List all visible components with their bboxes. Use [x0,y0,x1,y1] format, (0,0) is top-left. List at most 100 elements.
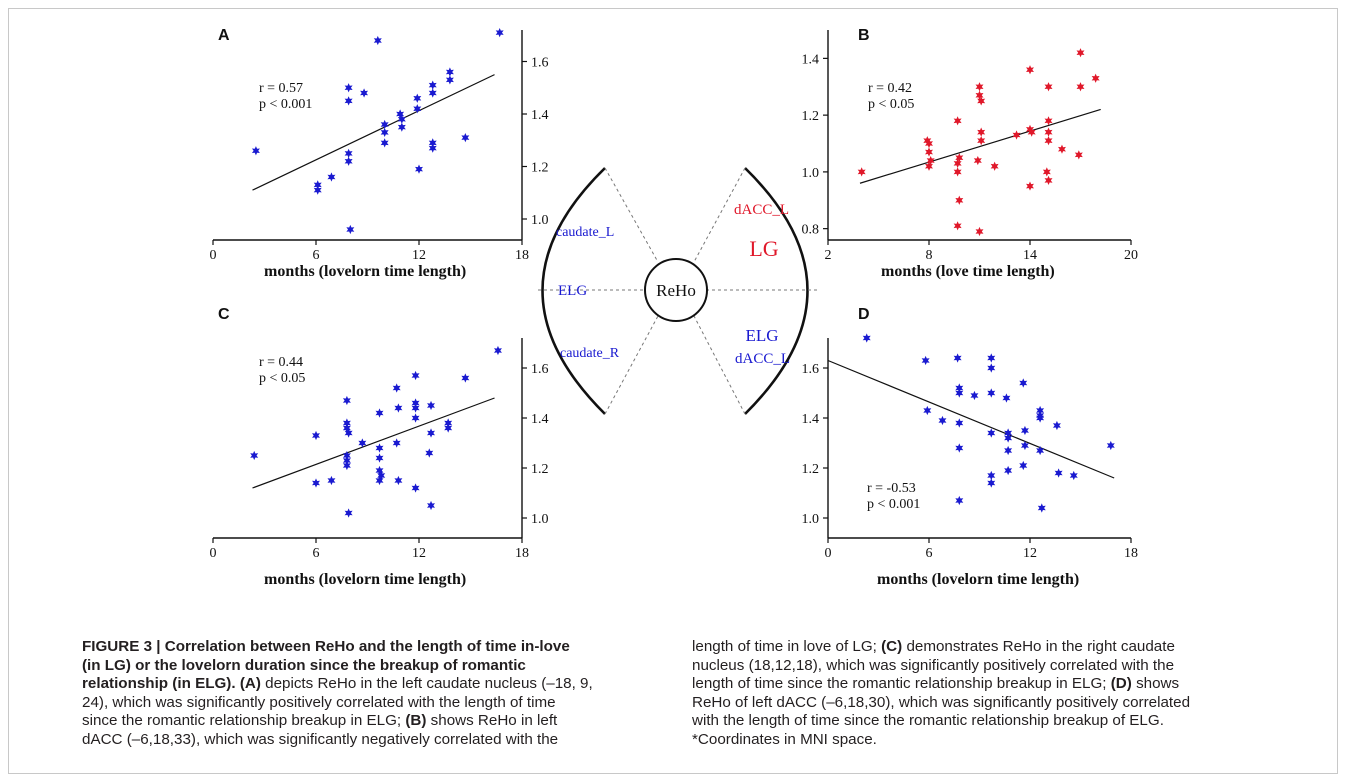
data-point-star [394,475,403,486]
data-point-star [1012,130,1021,140]
data-point-star [925,138,933,149]
data-point-star [1037,503,1046,513]
data-point-star [977,96,986,106]
x-tick-label: 0 [210,248,217,263]
data-point-star [427,500,435,511]
data-point-star [394,403,403,413]
data-point-star [923,136,932,146]
caption-right-line-3-text: shows [1131,675,1180,693]
data-point-star [1042,167,1051,177]
data-point-star [375,465,384,476]
data-point-star [380,138,389,148]
data-point-star [1004,465,1013,476]
data-point-star [1004,433,1013,443]
data-point-star [955,443,964,453]
data-point-star [990,161,999,171]
caption-line-5: since the romantic relationship breakup … [82,712,402,730]
data-point-star [955,418,964,428]
data-point-star [921,355,930,366]
caption-right-column: length of time in love of LG; (C) demons… [692,638,1262,750]
data-point-star [444,423,453,433]
data-point-star [413,104,422,114]
data-point-star [444,418,453,428]
data-point-star [955,383,964,393]
figure-caption: FIGURE 3 | Correlation between ReHo and … [82,638,1292,768]
data-point-star [955,195,964,205]
data-point-star [1106,440,1115,451]
data-point-star [953,158,962,168]
panel-d-r-value: r = -0.53 [867,481,916,496]
data-point-star [1020,440,1029,451]
caption-line-5-text: shows ReHo in left [426,712,558,730]
central-reho-diagram: ReHo caudate_L ELG caudate_R dACC_L LG E… [538,167,820,415]
data-point-star [327,475,336,486]
data-point-star [342,418,351,428]
panel-c-y-ticks: 1.0 1.2 1.4 1.6 [522,362,549,527]
data-point-star [445,67,454,77]
caption-left-column: FIGURE 3 | Correlation between ReHo and … [82,638,652,750]
data-point-star [925,147,933,157]
data-point-star [955,388,964,398]
y-tick-label: 1.2 [802,109,820,124]
data-point-star [425,448,434,458]
left-label-elg: ELG [558,283,587,299]
caption-right-line-1: length of time in love of LG; [692,638,877,655]
y-tick-label: 0.8 [802,223,820,238]
caption-title-line-2: (in LG) or the lovelorn duration since t… [82,656,526,674]
data-point-star [360,88,369,98]
data-point-star [411,483,420,493]
data-point-star [987,388,996,398]
caption-right-line-1-text: demonstrates ReHo in the right caudate [902,638,1175,655]
data-point-star [955,495,964,506]
panel-d-points [862,333,1115,513]
data-point-star [377,470,386,481]
data-point-star [1076,82,1085,92]
caption-label-a: (A) [239,675,261,693]
left-label-caudate-r: caudate_R [560,346,620,361]
panel-a-x-label: months (lovelorn time length) [264,263,466,280]
data-point-star [1076,48,1085,58]
data-point-star [344,148,353,158]
y-tick-label: 1.4 [531,108,549,123]
data-point-star [358,438,367,448]
data-point-star [857,167,866,177]
data-point-star [375,453,384,463]
caption-right-line-5: with the length of time since the romant… [692,712,1164,730]
right-label-elg: ELG [745,326,778,345]
panel-d-fit-line [827,359,1115,479]
data-point-star [427,400,435,411]
data-point-star [397,122,406,132]
data-point-star [342,460,351,471]
data-point-star [938,415,947,426]
data-point-star [411,403,420,413]
panel-a-p-value: p < 0.001 [259,97,312,112]
data-point-star [413,93,422,103]
x-tick-label: 14 [1023,248,1037,263]
data-point-star [392,383,401,393]
right-label-dacc-l-blue: dACC_L [735,351,790,367]
data-point-star [495,28,504,38]
data-point-star [1027,127,1036,137]
y-tick-label: 1.2 [531,462,549,477]
data-point-star [380,127,389,137]
data-point-star [987,363,996,373]
y-tick-label: 1.6 [531,362,549,377]
data-point-star [953,353,962,363]
y-tick-label: 1.0 [531,512,549,527]
panel-d-x-ticks: 0 6 12 18 [825,538,1138,561]
data-point-star [375,475,384,486]
panel-b-r-value: r = 0.42 [868,81,912,96]
data-point-star [1019,460,1028,471]
data-point-star [977,127,986,137]
y-tick-label: 1.0 [802,512,820,527]
x-tick-label: 18 [515,248,529,263]
data-point-star [953,116,962,126]
data-point-star [380,119,389,130]
left-top-ray [604,167,659,263]
panel-c-r-value: r = 0.44 [259,355,303,370]
x-tick-label: 0 [210,546,217,561]
right-label-dacc-l-red: dACC_L [734,202,789,218]
caption-right-line-3: length of time since the romantic relati… [692,675,1107,693]
panel-b-x-ticks: 2 8 14 20 [825,240,1138,263]
data-point-star [411,370,420,381]
